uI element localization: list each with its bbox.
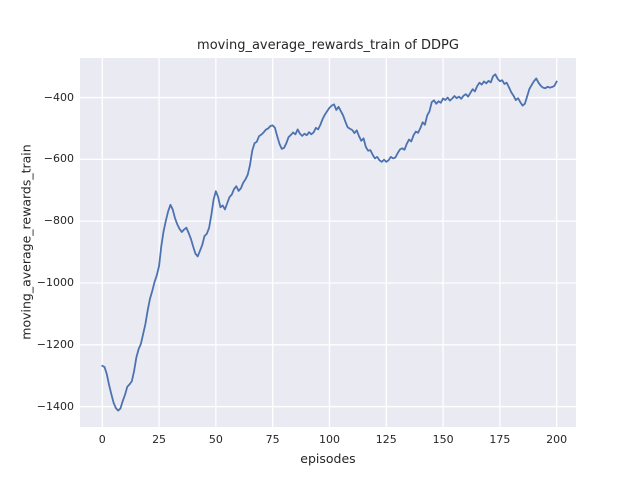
x-tick-label: 50	[208, 433, 223, 446]
x-tick-label: 75	[265, 433, 280, 446]
chart-canvas	[80, 58, 576, 427]
y-tick-label: −800	[43, 214, 74, 228]
y-tick-label: −600	[43, 152, 74, 166]
y-axis-label: moving_average_rewards_train	[18, 144, 34, 340]
plot-area	[80, 58, 576, 427]
y-tick-label: −400	[43, 90, 74, 104]
x-tick-label: 25	[152, 433, 167, 446]
x-tick-label: 100	[318, 433, 340, 446]
x-axis-label: episodes	[300, 451, 356, 466]
x-tick-label: 125	[375, 433, 397, 446]
chart-line	[101, 73, 558, 412]
plot-background	[80, 58, 576, 427]
x-tick-label: 175	[489, 433, 511, 446]
x-tick-label: 0	[98, 433, 106, 446]
x-tick-label: 150	[432, 433, 454, 446]
y-tick-label: −1400	[36, 399, 74, 413]
x-tick-label: 200	[546, 433, 568, 446]
y-tick-label: −1200	[36, 337, 74, 351]
y-tick-label: −1000	[36, 275, 74, 289]
chart-title: moving_average_rewards_train of DDPG	[197, 38, 459, 53]
